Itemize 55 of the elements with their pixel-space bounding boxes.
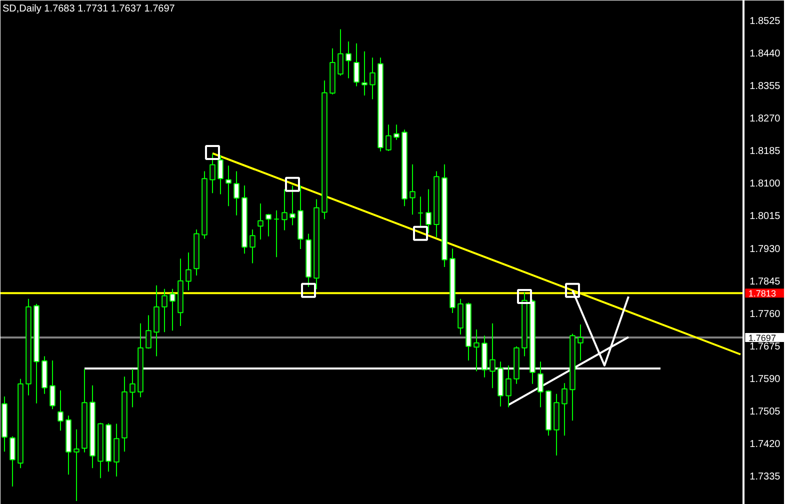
- ref-line-label: 1.7813: [748, 288, 776, 299]
- y-tick-label: 1.7675: [750, 341, 781, 352]
- candlestick: [58, 390, 64, 432]
- candlestick: [50, 360, 56, 410]
- candlestick: [226, 165, 232, 207]
- candlestick: [274, 210, 280, 258]
- y-tick-label: 1.8100: [750, 178, 781, 190]
- candlestick: [146, 314, 152, 350]
- candlestick: [250, 229, 256, 264]
- y-tick-label: 1.8440: [750, 48, 781, 60]
- candlestick: [114, 423, 120, 478]
- candlestick: [394, 124, 400, 140]
- y-tick-label: 1.8270: [750, 114, 781, 125]
- y-tick-label: 1.7845: [750, 276, 781, 288]
- candlestick: [562, 382, 568, 436]
- y-tick-label: 1.8525: [750, 16, 781, 27]
- candlestick: [490, 322, 496, 389]
- candlestick: [346, 40, 352, 79]
- y-tick-label: 1.7505: [750, 406, 781, 418]
- candlestick: [170, 288, 176, 332]
- point: [205, 145, 220, 160]
- candlestick: [578, 324, 584, 361]
- candlestick: [282, 188, 288, 231]
- y-tick-label: 1.7930: [750, 244, 781, 255]
- candlestick: [162, 288, 168, 333]
- candlestick: [266, 213, 272, 237]
- point: [285, 176, 300, 192]
- point: [301, 282, 316, 298]
- candlestick: [338, 28, 344, 76]
- y-tick-label: 1.7760: [750, 308, 781, 320]
- candlestick: [370, 57, 376, 100]
- ref-line-label: 1.7697: [748, 333, 776, 344]
- y-tick-label: 1.8355: [750, 81, 781, 92]
- candlestick: [10, 436, 16, 487]
- candlestick: [186, 252, 192, 291]
- candlestick: [234, 170, 240, 216]
- point: [517, 289, 532, 304]
- candlestick: [410, 164, 416, 216]
- chart-title: SD,Daily 1.7683 1.7731 1.7637 1.7697: [2, 4, 176, 14]
- candlestick: [210, 153, 216, 194]
- y-tick-label: 1.8185: [750, 146, 781, 158]
- point: [413, 226, 428, 241]
- candlestick: [506, 364, 512, 408]
- candlestick: [258, 202, 264, 240]
- y-tick-label: 1.7335: [750, 472, 781, 483]
- point: [565, 282, 580, 298]
- candlestick: [130, 368, 136, 408]
- candlestick: [474, 328, 480, 372]
- y-tick-label: 1.7590: [750, 374, 781, 385]
- candlestick: [418, 196, 424, 227]
- y-tick-label: 1.7420: [750, 439, 781, 450]
- candlestick: [362, 50, 368, 96]
- candlestick: [354, 42, 360, 87]
- candlestick: [386, 124, 392, 152]
- y-tick-label: 1.8015: [750, 211, 781, 222]
